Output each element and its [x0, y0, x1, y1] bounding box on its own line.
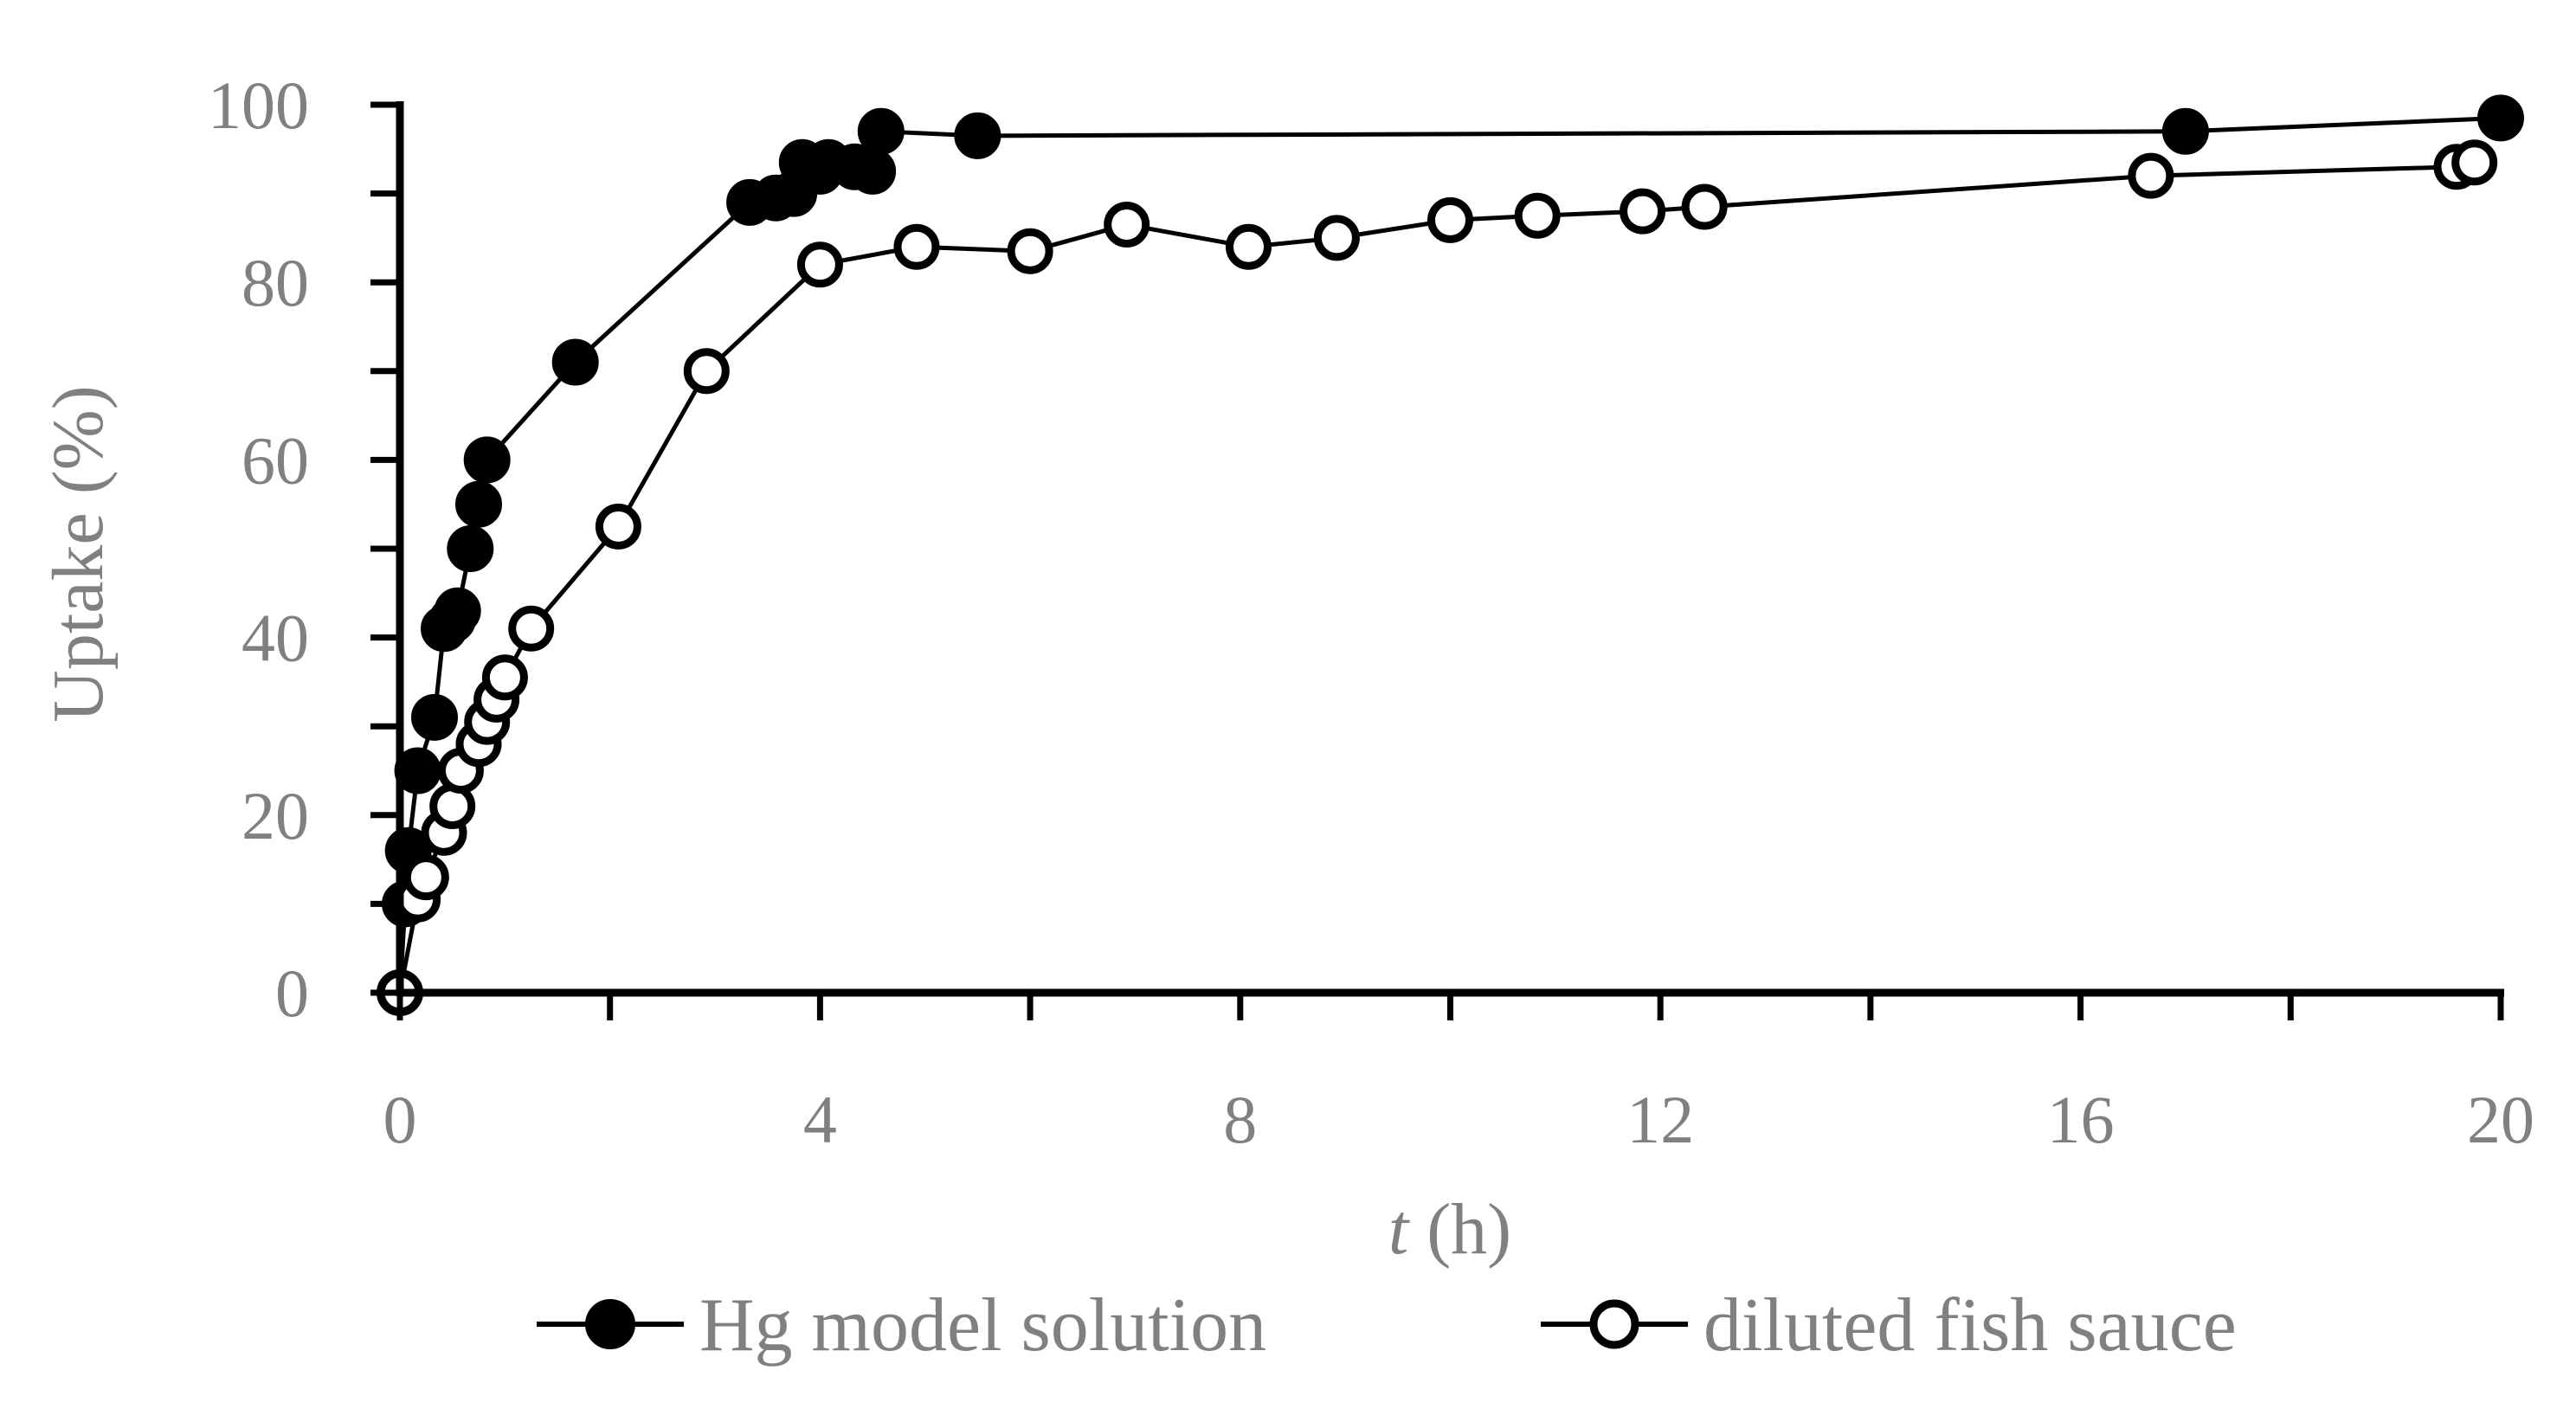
- y-axis-title: Uptake (%): [38, 385, 119, 722]
- series-2-point: [683, 348, 730, 395]
- x-tick-label: 4: [803, 1082, 837, 1157]
- series-1-point: [463, 436, 511, 484]
- series-2-line: [397, 160, 2476, 994]
- series-2-point: [508, 605, 555, 652]
- series-1-point: [857, 107, 905, 155]
- x-axis-title: t (h): [1388, 1189, 1511, 1270]
- series-1-point: [849, 147, 897, 195]
- series-1-point: [954, 112, 1001, 159]
- y-tick-label: 40: [242, 601, 309, 676]
- series-layer: [377, 94, 2524, 1016]
- x-tick-label: 16: [2047, 1082, 2115, 1157]
- series-2-point: [1313, 215, 1360, 261]
- series-2-point: [1514, 192, 1561, 239]
- open-circle-icon: [1589, 1299, 1639, 1349]
- y-tick-label: 80: [242, 245, 309, 320]
- series-1-point: [411, 693, 458, 741]
- series-2-point: [1226, 223, 1272, 270]
- filled-circle-icon: [585, 1299, 635, 1349]
- series-2-point: [1620, 188, 1666, 235]
- series-1-point: [434, 587, 481, 634]
- series-2-point: [1104, 202, 1150, 248]
- series-2-point: [2128, 152, 2174, 199]
- series-2-point: [796, 241, 843, 288]
- series-2: [377, 139, 2498, 1016]
- x-axis-title-unit: (h): [1408, 1189, 1511, 1270]
- x-tick-label: 20: [2467, 1082, 2534, 1157]
- series-1-point: [2161, 107, 2209, 155]
- series-2-point: [595, 503, 641, 550]
- y-tick-label: 100: [208, 68, 309, 143]
- legend-label: Hg model solution: [699, 1284, 1266, 1367]
- series-2-point: [893, 223, 940, 270]
- series-1-line: [397, 115, 2502, 994]
- series-2-point: [1007, 228, 1053, 274]
- series-2-point: [481, 654, 528, 701]
- series-1-point: [455, 480, 502, 528]
- series-1-point: [2477, 94, 2524, 142]
- legend-label: diluted fish sauce: [1703, 1284, 2237, 1367]
- series-2-point: [1681, 183, 1728, 230]
- y-tick-label: 60: [242, 422, 309, 498]
- series-2-point: [2451, 139, 2498, 186]
- series-2-point: [1427, 196, 1473, 243]
- x-axis-title-variable: t: [1388, 1189, 1411, 1270]
- legend-entry-1: Hg model solution: [537, 1284, 1266, 1367]
- x-tick-label: 8: [1223, 1082, 1257, 1157]
- y-tick-label: 0: [275, 955, 309, 1031]
- y-tick-label: 20: [242, 778, 309, 853]
- series-1: [377, 94, 2524, 1016]
- legend-entry-2: diluted fish sauce: [1541, 1284, 2237, 1367]
- x-tick-label: 12: [1626, 1082, 1694, 1157]
- series-1-point: [447, 525, 494, 572]
- legend: Hg model solution diluted fish sauce: [537, 1284, 2237, 1367]
- series-2-point: [402, 854, 449, 901]
- series-1-point: [551, 338, 599, 386]
- labels-layer: 0 20 40 60 80 100 0 4 8 12 16 20 t (h) Uptake (%): [38, 68, 2534, 1270]
- axes-layer: [370, 101, 2504, 1020]
- x-tick-label: 0: [383, 1082, 417, 1157]
